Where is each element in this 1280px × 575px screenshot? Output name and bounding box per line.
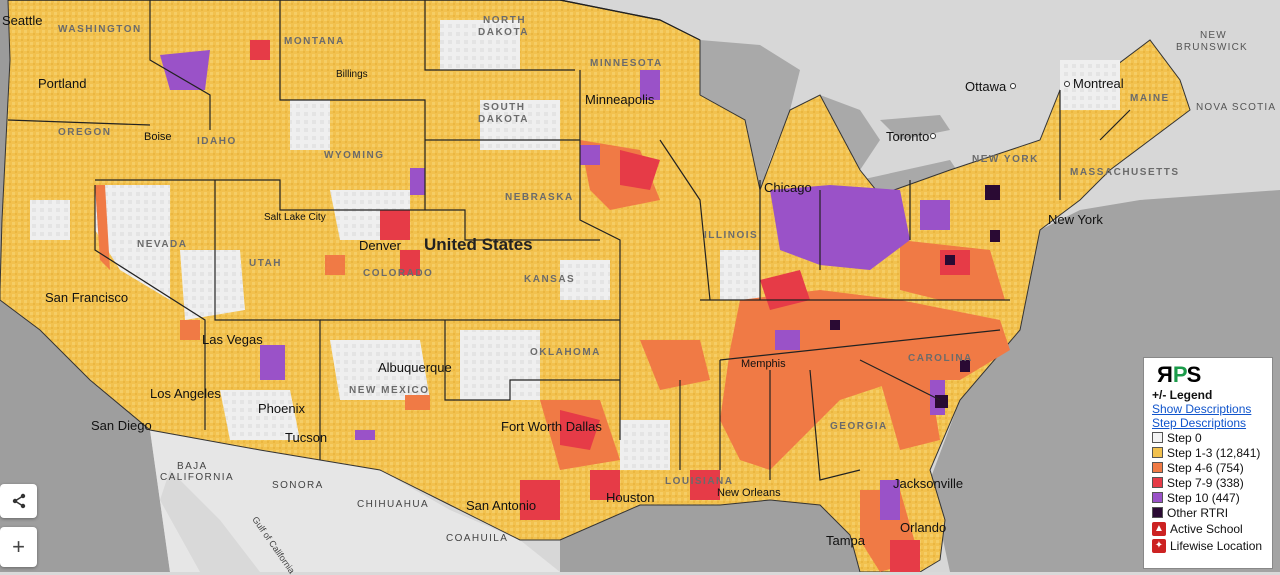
- city-label-jacksonville: Jacksonville: [893, 476, 964, 491]
- region-label-coahuila: COAHUILA: [446, 533, 509, 544]
- state-label-washington: WASHINGTON: [58, 24, 142, 35]
- city-label-salt-lake-city: Salt Lake City: [264, 212, 326, 223]
- legend-swatch: [1152, 507, 1163, 518]
- step10-regions: [160, 50, 950, 520]
- region-label-new-brunswick-1: NEW: [1200, 30, 1227, 41]
- mexico-land: [150, 430, 560, 572]
- state-label-montana: MONTANA: [284, 36, 345, 47]
- step0-regions: [30, 20, 1120, 470]
- pacific-ocean: [0, 0, 10, 290]
- state-label-north-carolina: CAROLINA: [908, 353, 973, 364]
- state-label-new-mexico: NEW MEXICO: [349, 385, 430, 396]
- legend-title[interactable]: +/- Legend: [1152, 388, 1213, 402]
- city-label-toronto: Toronto: [886, 129, 930, 144]
- region-label-new-brunswick-2: BRUNSWICK: [1176, 42, 1248, 53]
- state-borders: [7, 0, 1131, 481]
- state-label-illinois: ILLINOIS: [704, 230, 759, 241]
- region-label-nova-scotia: NOVA SCOTIA: [1196, 102, 1277, 113]
- legend-item-other-rtri: Other RTRI: [1152, 505, 1264, 520]
- state-label-new-york: NEW YORK: [972, 154, 1039, 165]
- region-label-sonora: SONORA: [272, 480, 324, 491]
- state-label-maine: MAINE: [1130, 93, 1170, 104]
- state-label-massachusetts: MASSACHUSETTS: [1070, 167, 1180, 178]
- state-label-georgia: GEORGIA: [830, 421, 888, 432]
- share-button[interactable]: [0, 484, 37, 518]
- zoom-in-button[interactable]: +: [0, 527, 37, 567]
- legend-swatch: [1152, 432, 1163, 443]
- region-label-baja-california-2: CALIFORNIA: [160, 472, 235, 483]
- city-label-tucson: Tucson: [285, 430, 328, 445]
- state-label-north-dakota-2: DAKOTA: [478, 27, 530, 38]
- city-label-chicago: Chicago: [764, 180, 812, 195]
- other-rtri-regions: [830, 185, 1000, 408]
- city-label-los-angeles: Los Angeles: [150, 386, 221, 401]
- state-label-colorado: COLORADO: [363, 268, 434, 279]
- map-legend: RPS +/- Legend Show Descriptions Step De…: [1143, 357, 1273, 569]
- city-label-denver: Denver: [359, 238, 401, 253]
- state-label-oklahoma: OKLAHOMA: [530, 347, 601, 358]
- region-label-baja-california-1: BAJA: [177, 461, 208, 472]
- city-label-ottawa: Ottawa: [965, 79, 1007, 94]
- city-label-boise: Boise: [144, 131, 172, 143]
- state-label-nevada: NEVADA: [137, 239, 188, 250]
- city-label-orlando: Orlando: [900, 520, 947, 535]
- city-label-tampa: Tampa: [826, 533, 866, 548]
- rps-logo: RPS: [1158, 362, 1201, 387]
- region-label-chihuahua: CHIHUAHUA: [357, 499, 430, 510]
- state-label-south-dakota-2: DAKOTA: [478, 114, 530, 125]
- city-label-memphis: Memphis: [741, 358, 786, 370]
- state-label-louisiana: LOUISIANA: [665, 476, 734, 487]
- legend-swatch: [1152, 447, 1163, 458]
- state-label-utah: UTAH: [249, 258, 283, 269]
- city-label-houston: Houston: [606, 490, 655, 505]
- city-label-albuquerque: Albuquerque: [378, 360, 452, 375]
- state-label-idaho: IDAHO: [197, 136, 237, 147]
- legend-swatch: [1152, 477, 1163, 488]
- legend-item-step-4-6: Step 4-6 (754): [1152, 460, 1264, 475]
- city-label-phoenix: Phoenix: [258, 401, 305, 416]
- legend-swatch: [1152, 462, 1163, 473]
- city-label-new-orleans: New Orleans: [717, 487, 781, 499]
- city-label-billings: Billings: [336, 69, 368, 80]
- state-label-kansas: KANSAS: [524, 274, 576, 285]
- city-label-san-francisco: San Francisco: [45, 290, 129, 305]
- bell-icon: ▲: [1152, 521, 1166, 536]
- state-label-wyoming: WYOMING: [324, 150, 385, 161]
- legend-item-step-10: Step 10 (447): [1152, 490, 1264, 505]
- city-label-san-diego: San Diego: [91, 418, 152, 433]
- legend-item-step-7-9: Step 7-9 (338): [1152, 475, 1264, 490]
- state-label-north-dakota-1: NORTH: [483, 15, 527, 26]
- city-label-montreal: Montreal: [1073, 76, 1124, 91]
- gulf-of-mexico: [560, 500, 870, 572]
- legend-item-step-1-3: Step 1-3 (12,841): [1152, 445, 1264, 460]
- city-label-san-antonio: San Antonio: [466, 498, 537, 513]
- city-label-fort-worth-dallas: Fort Worth Dallas: [501, 419, 602, 434]
- share-icon: [12, 493, 25, 509]
- state-label-minnesota: MINNESOTA: [590, 58, 663, 69]
- city-label-new-york: New York: [1048, 212, 1103, 227]
- legend-item-step-0: Step 0: [1152, 430, 1264, 445]
- city-label-portland: Portland: [38, 76, 87, 91]
- star-icon: ✦: [1152, 538, 1166, 553]
- legend-item-lifewise-location: ✦ Lifewise Location: [1152, 537, 1264, 554]
- show-descriptions-link[interactable]: Show Descriptions: [1152, 402, 1252, 416]
- city-label-minneapolis: Minneapolis: [585, 92, 655, 107]
- city-label-seattle: Seattle: [2, 13, 43, 28]
- state-label-oregon: OREGON: [58, 127, 112, 138]
- great-lakes: [700, 40, 800, 190]
- country-label: United States: [424, 235, 533, 254]
- city-label-las-vegas: Las Vegas: [202, 332, 263, 347]
- legend-swatch: [1152, 492, 1163, 503]
- legend-item-active-school: ▲ Active School: [1152, 520, 1264, 537]
- step-descriptions-link[interactable]: Step Descriptions: [1152, 416, 1247, 430]
- state-label-south-dakota-1: SOUTH: [483, 102, 526, 113]
- state-label-nebraska: NEBRASKA: [505, 192, 574, 203]
